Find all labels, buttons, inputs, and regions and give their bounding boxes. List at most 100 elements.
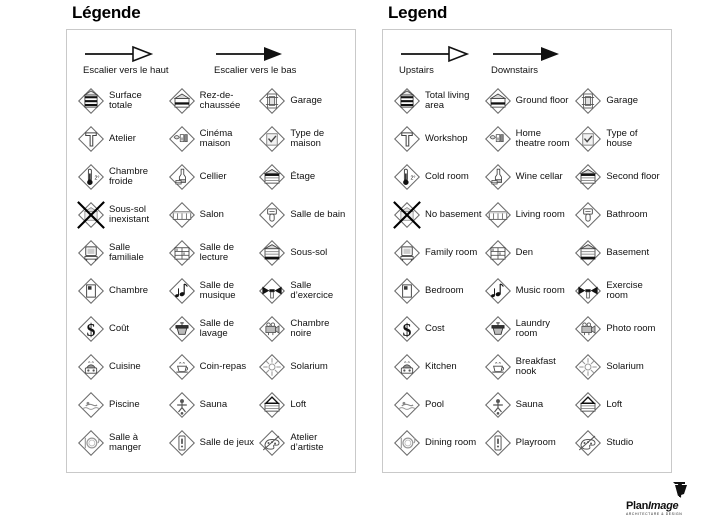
stairs-row-french: Escalier vers le haut Escalier vers le ba… xyxy=(75,40,347,80)
legend-item-label: Home theatre room xyxy=(515,127,570,149)
garage-icon xyxy=(574,87,602,115)
studio-palette-icon xyxy=(258,429,286,457)
legend-item-label: Chambre xyxy=(109,284,149,296)
svg-text:II: II xyxy=(496,136,498,141)
legend-item-label: Atelier d’artiste xyxy=(290,431,324,453)
legend-item: Chambre xyxy=(75,272,166,310)
legend-item-label: Wine cellar xyxy=(515,170,563,182)
legend-item-label: Atelier xyxy=(109,132,136,144)
legend-item-label: Basement xyxy=(606,246,650,258)
cost-dollar-icon: $ xyxy=(77,315,105,343)
legend-item: Sauna xyxy=(482,386,573,424)
basement-icon xyxy=(258,239,286,267)
svg-text:2°: 2° xyxy=(95,176,100,182)
logo-name-italic: Image xyxy=(648,500,679,512)
kitchen-icon xyxy=(393,353,421,381)
legend-item: Workshop xyxy=(391,120,482,158)
legend-item-label: Rez-de-chaussée xyxy=(199,89,241,111)
legend-item: Garage xyxy=(572,82,663,120)
legend-item-label: Salle familiale xyxy=(109,241,144,263)
garage-icon xyxy=(258,87,286,115)
exercise-room-weights-icon xyxy=(258,277,286,305)
ground-floor-icon xyxy=(484,87,512,115)
legend-item: Bathroom xyxy=(572,196,663,234)
legend-item-label: Cold room xyxy=(425,170,469,182)
legend-item: Total living area xyxy=(391,82,482,120)
legend-item-label: Bathroom xyxy=(606,208,648,220)
pool-swimmer-icon xyxy=(393,391,421,419)
legend-item: Sous-sol inexistant xyxy=(75,196,166,234)
legend-item-label: Type de maison xyxy=(290,127,325,149)
legend-item: Salle à manger xyxy=(75,424,166,462)
legend-item-label: Chambre noire xyxy=(290,317,330,339)
wine-cellar-icon xyxy=(168,163,196,191)
legend-item: II Home theatre room xyxy=(482,120,573,158)
stairs-label: Escalier vers le haut xyxy=(83,65,169,76)
legend-item: Studio xyxy=(572,424,663,462)
legend-item-label: Chambre froide xyxy=(109,165,149,187)
svg-text:$: $ xyxy=(403,320,412,340)
home-theatre-icon: II xyxy=(168,125,196,153)
legend-item-label: Solarium xyxy=(290,360,328,372)
legend-item-label: Loft xyxy=(290,398,307,410)
legend-item-label: Salon xyxy=(199,208,224,220)
legend-item-label: No basement xyxy=(425,208,482,220)
total-living-area-icon xyxy=(393,87,421,115)
legend-item-label: Sauna xyxy=(515,398,544,410)
stairs-label: Downstairs xyxy=(491,65,538,76)
legend-item: $ Cost xyxy=(391,310,482,348)
legend-item-label: Sauna xyxy=(199,398,228,410)
cold-room-thermometer-icon: 2° xyxy=(393,163,421,191)
cold-room-thermometer-icon: 2° xyxy=(77,163,105,191)
legend-item: Salle de musique xyxy=(166,272,257,310)
legend-item: Sauna xyxy=(166,386,257,424)
solarium-sun-icon xyxy=(258,353,286,381)
legend-item-label: Bedroom xyxy=(425,284,464,296)
type-of-house-icon xyxy=(258,125,286,153)
legend-box-english: Upstairs Downstairs Total living area Grou… xyxy=(382,29,672,473)
legend-item: Salle de bain xyxy=(256,196,347,234)
stairs-indicator-up: Upstairs xyxy=(399,45,485,76)
legend-item: Solarium xyxy=(572,348,663,386)
legend-item: Solarium xyxy=(256,348,347,386)
legend-item-label: Coin-repas xyxy=(199,360,247,372)
stairs-label: Escalier vers le bas xyxy=(214,65,297,76)
no-basement-crossed-icon xyxy=(77,201,105,229)
loft-icon xyxy=(258,391,286,419)
bedroom-icon xyxy=(77,277,105,305)
playroom-icon xyxy=(484,429,512,457)
total-living-area-icon xyxy=(77,87,105,115)
breakfast-nook-cup-icon xyxy=(484,353,512,381)
legend-item: Dining room xyxy=(391,424,482,462)
living-room-sofa-icon xyxy=(168,201,196,229)
second-floor-icon xyxy=(258,163,286,191)
legend-item-label: Cellier xyxy=(199,170,227,182)
legend-item-label: Surface totale xyxy=(109,89,142,111)
legend-item: Wine cellar xyxy=(482,158,573,196)
legend-item: Type de maison xyxy=(256,120,347,158)
legend-item-label: Salle de lavage xyxy=(199,317,234,339)
living-room-sofa-icon xyxy=(484,201,512,229)
family-room-tv-icon xyxy=(77,239,105,267)
legend-item: $ Coût xyxy=(75,310,166,348)
solarium-sun-icon xyxy=(574,353,602,381)
legend-item: Type of house xyxy=(572,120,663,158)
den-bookshelf-icon xyxy=(484,239,512,267)
legend-item: Ground floor xyxy=(482,82,573,120)
cost-dollar-icon: $ xyxy=(393,315,421,343)
legend-item: Salle d’exercice xyxy=(256,272,347,310)
sauna-icon xyxy=(168,391,196,419)
icon-grid-english: Total living area Ground floor Garage Works… xyxy=(391,82,663,462)
stairs-label: Upstairs xyxy=(399,65,434,76)
legend-box-french: Escalier vers le haut Escalier vers le ba… xyxy=(66,29,356,473)
legend-item-label: Living room xyxy=(515,208,565,220)
legend-item-label: Étage xyxy=(290,170,316,182)
legend-item-label: Family room xyxy=(425,246,478,258)
icon-grid-french: Surface totale Rez-de-chaussée Garage Ateli… xyxy=(75,82,347,462)
legend-item: Garage xyxy=(256,82,347,120)
basement-icon xyxy=(574,239,602,267)
dining-room-plate-icon xyxy=(393,429,421,457)
photo-room-camera-icon xyxy=(574,315,602,343)
legend-item: Laundry room xyxy=(482,310,573,348)
